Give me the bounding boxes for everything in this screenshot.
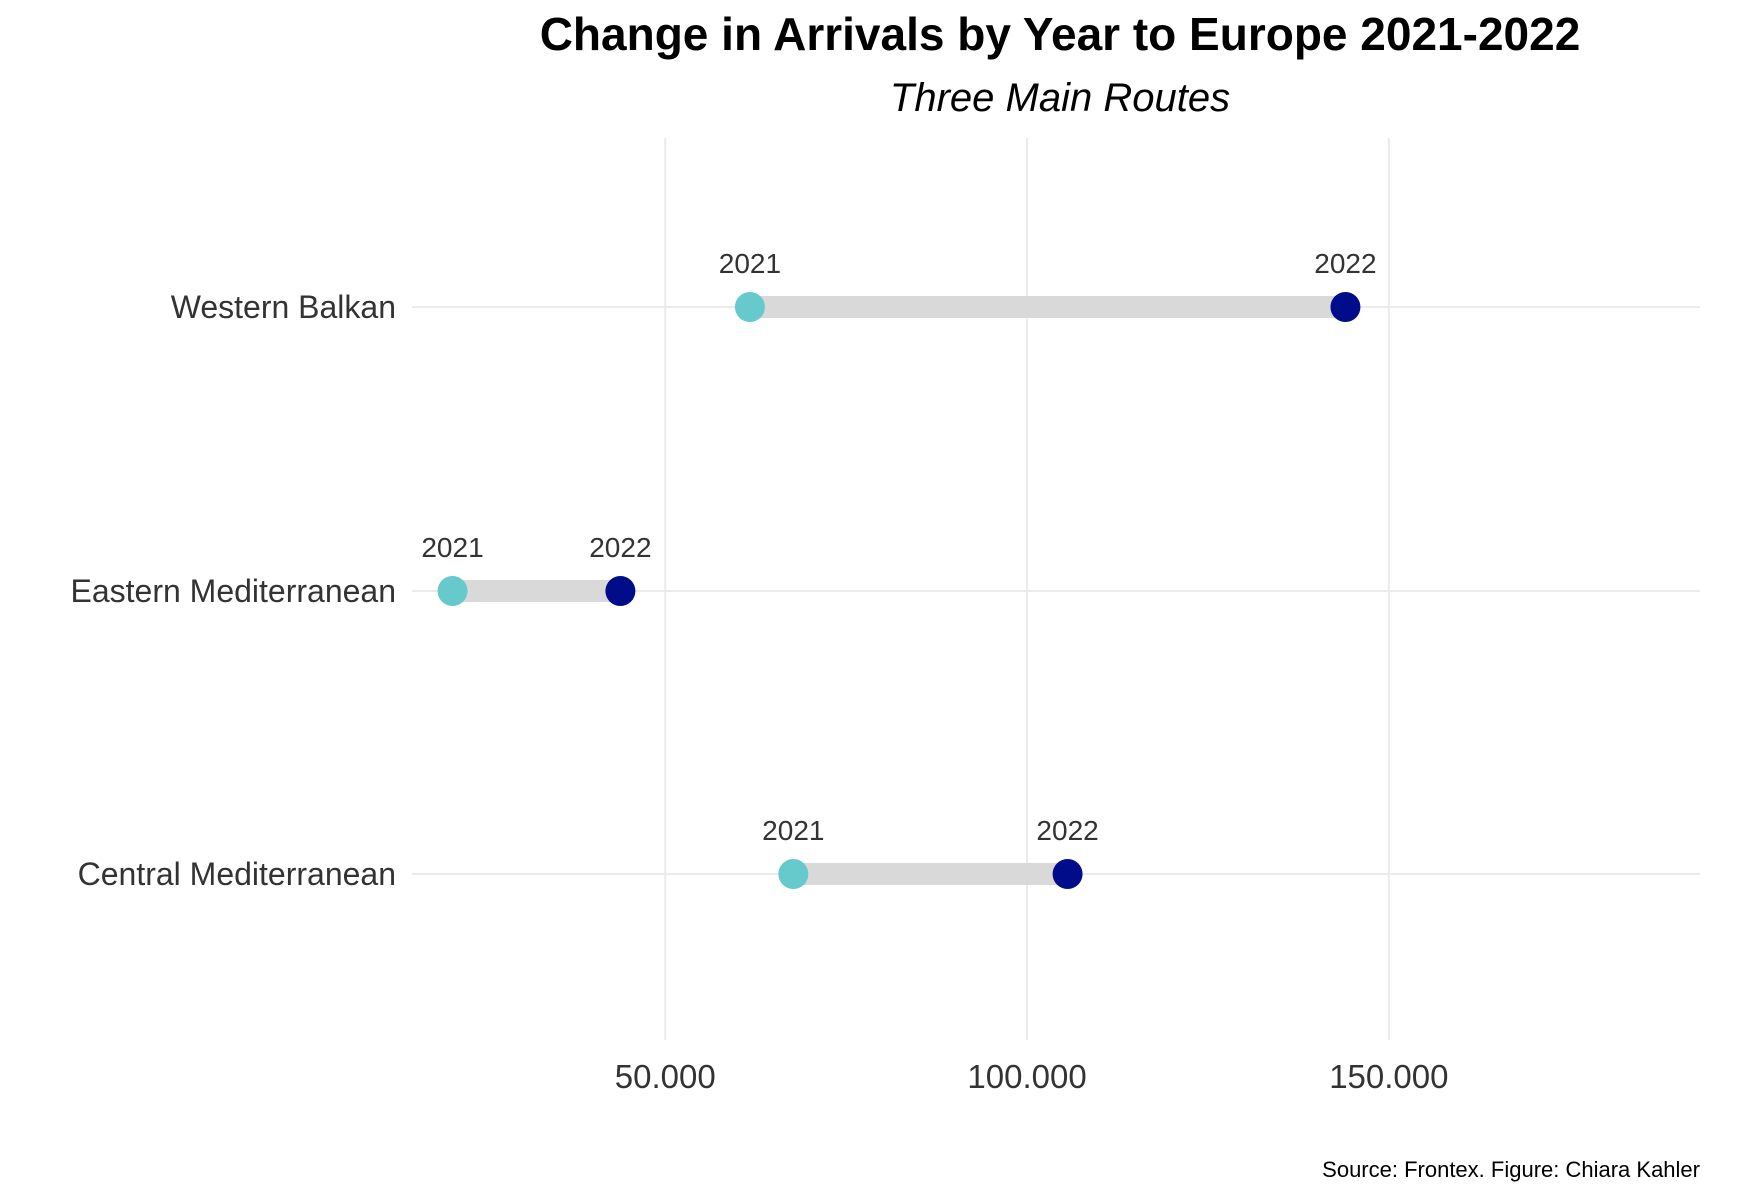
point-label: 2021: [762, 815, 824, 846]
point-2022: [1330, 292, 1361, 322]
x-tick-label: 150.000: [1329, 1058, 1448, 1095]
point-2022: [605, 576, 636, 606]
category-label: Central Mediterranean: [78, 856, 396, 892]
point-2021: [734, 292, 765, 322]
point-label: 2022: [1314, 248, 1376, 279]
point-label: 2022: [1036, 815, 1098, 846]
chart-title: Change in Arrivals by Year to Europe 202…: [540, 8, 1581, 60]
point-2021: [778, 859, 809, 889]
category-label: Western Balkan: [171, 289, 396, 325]
category-labels: Western Balkan Eastern Mediterranean Centr…: [70, 289, 396, 892]
point-2021: [437, 576, 468, 606]
segments: [452, 296, 1346, 885]
x-tick-label: 100.000: [967, 1058, 1086, 1095]
chart-caption: Source: Frontex. Figure: Chiara Kahler: [1322, 1157, 1700, 1182]
point-label: 2021: [719, 248, 781, 279]
point-label: 2022: [589, 532, 651, 563]
data-points: [437, 292, 1361, 889]
point-labels: 2021 2021 2021 2022 2022 2022: [421, 248, 1376, 846]
point-label: 2021: [421, 532, 483, 563]
category-label: Eastern Mediterranean: [70, 573, 396, 609]
x-tick-labels: 50.000 100.000 150.000: [615, 1058, 1449, 1095]
x-tick-label: 50.000: [615, 1058, 716, 1095]
chart-subtitle: Three Main Routes: [890, 76, 1230, 120]
point-2022: [1052, 859, 1083, 889]
